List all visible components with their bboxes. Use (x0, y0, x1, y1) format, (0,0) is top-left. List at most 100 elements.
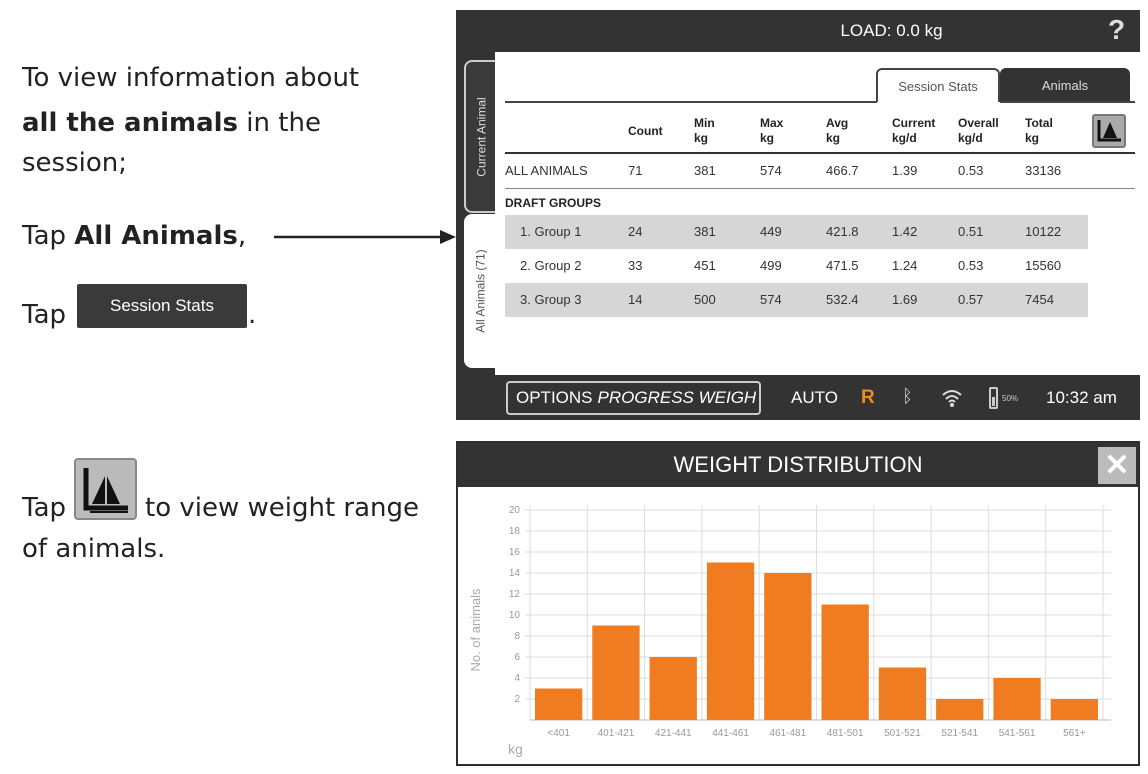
instruction-bold: all the animals (22, 108, 239, 138)
bar (936, 699, 984, 720)
draft-groups-label: DRAFT GROUPS (505, 196, 601, 210)
col-overall: Overall kg/d (958, 116, 999, 146)
cell: 1.24 (892, 258, 918, 273)
group-row[interactable]: 2. Group 2 33 451 499 471.5 1.24 0.53 15560 (505, 249, 1088, 283)
y-tick-label: 8 (514, 631, 520, 642)
cell: 471.5 (826, 258, 859, 273)
cell: ALL ANIMALS (505, 163, 588, 178)
load-readout: LOAD: 0.0 kg (840, 21, 943, 40)
weight-distribution-icon (74, 458, 137, 520)
col-label: Avg (826, 116, 849, 130)
tab-label: All Animals (71) (473, 249, 488, 333)
cell: 71 (628, 163, 643, 178)
x-tick-label: 401-421 (598, 728, 635, 739)
tab-animals[interactable]: Animals (1000, 68, 1130, 102)
bluetooth-icon: ᛒ (902, 386, 913, 406)
col-label: Current (892, 116, 936, 130)
bar (764, 573, 812, 720)
divider (505, 152, 1135, 154)
chart-title: WEIGHT DISTRIBUTION (458, 443, 1138, 487)
col-count: Count (628, 124, 663, 138)
tab-session-stats[interactable]: Session Stats (876, 68, 1000, 102)
all-animals-bold: All Animals (74, 221, 238, 251)
cell: 449 (760, 224, 782, 239)
cell: 500 (694, 292, 716, 307)
cell: 381 (694, 224, 716, 239)
options-label: OPTIONS (516, 388, 593, 407)
col-min: Min kg (694, 116, 715, 146)
cell: 1. Group 1 (520, 224, 582, 239)
weight-distribution-dialog: WEIGHT DISTRIBUTION ✕ 2 4 6 8 10 12 14 16 18 20 <4… (456, 441, 1140, 766)
cell: 0.53 (958, 163, 984, 178)
bar (993, 678, 1041, 720)
col-avg: Avg kg (826, 116, 848, 146)
x-tick-label: 561+ (1063, 728, 1086, 739)
auto-status: AUTO (791, 388, 838, 407)
y-tick-label: 6 (514, 652, 520, 663)
bar (592, 625, 640, 720)
col-current: Current kg/d (892, 116, 935, 146)
cell: 574 (760, 292, 782, 307)
instruction-line-1: To view information about (22, 63, 360, 93)
x-tick-label: 461-481 (769, 728, 806, 739)
col-label: Min (694, 116, 715, 130)
tab-current-animal[interactable]: Current Animal (464, 60, 497, 213)
cell: 466.7 (826, 163, 859, 178)
instruction-tap-all: Tap All Animals, (22, 221, 246, 251)
divider (505, 101, 877, 103)
col-total: Total kg (1025, 116, 1053, 146)
cell: 15560 (1025, 258, 1062, 273)
bar (1050, 699, 1098, 720)
cell: 532.4 (826, 292, 859, 307)
weight-distribution-button[interactable] (1092, 114, 1126, 148)
cell: 1.69 (892, 292, 918, 307)
clock: 10:32 am (1046, 388, 1117, 407)
x-tick-label: <401 (547, 728, 570, 739)
cell: 381 (694, 163, 716, 178)
cell: 0.57 (958, 292, 984, 307)
col-unit: kg (826, 131, 841, 145)
instruction-line-3: session; (22, 148, 128, 178)
tab-all-animals[interactable]: All Animals (71) (464, 214, 497, 368)
session-stats-button-illustration: Session Stats (77, 284, 247, 328)
options-button[interactable]: OPTIONS PROGRESS WEIGH (506, 381, 761, 415)
arrow-icon (274, 230, 456, 244)
cell: 499 (760, 258, 782, 273)
chart-icon (1097, 120, 1121, 142)
y-tick-label: 4 (514, 673, 520, 684)
x-axis-label: kg (508, 741, 523, 757)
cell: 7454 (1025, 292, 1054, 307)
x-tick-label: 481-501 (827, 728, 864, 739)
cell: 1.39 (892, 163, 918, 178)
mode-label: PROGRESS WEIGH (597, 388, 757, 407)
group-row[interactable]: 1. Group 1 24 381 449 421.8 1.42 0.51 10122 (505, 215, 1088, 249)
col-unit: kg/d (892, 131, 917, 145)
cell: 0.51 (958, 224, 984, 239)
y-tick-label: 2 (514, 694, 520, 705)
wifi-icon (942, 390, 962, 407)
instruction-text: of animals. (22, 534, 166, 564)
close-button[interactable]: ✕ (1098, 447, 1136, 484)
bar (535, 688, 583, 720)
bar (649, 657, 697, 720)
divider (505, 188, 1135, 189)
cell: 451 (694, 258, 716, 273)
tap-text: Tap (22, 493, 67, 523)
tab-label: Current Animal (474, 96, 489, 177)
instruction-text: in the (238, 108, 321, 138)
bar (821, 604, 869, 720)
comma: , (237, 221, 247, 251)
x-tick-label: 541-561 (999, 728, 1036, 739)
y-axis-label: No. of animals (468, 588, 483, 672)
group-row[interactable]: 3. Group 3 14 500 574 532.4 1.69 0.57 7454 (505, 283, 1088, 317)
y-tick-label: 18 (509, 526, 521, 537)
cell: 574 (760, 163, 782, 178)
col-label: Overall (958, 116, 999, 130)
help-button[interactable]: ? (1108, 14, 1126, 45)
tap-text: Tap (22, 300, 67, 330)
tap-text: Tap (22, 221, 75, 251)
col-unit: kg (694, 131, 709, 145)
device-screen: LOAD: 0.0 kg ? Current Animal All Animal… (456, 10, 1140, 420)
all-animals-row[interactable]: ALL ANIMALS 71 381 574 466.7 1.39 0.53 3… (505, 163, 1135, 179)
x-tick-label: 421-441 (655, 728, 692, 739)
